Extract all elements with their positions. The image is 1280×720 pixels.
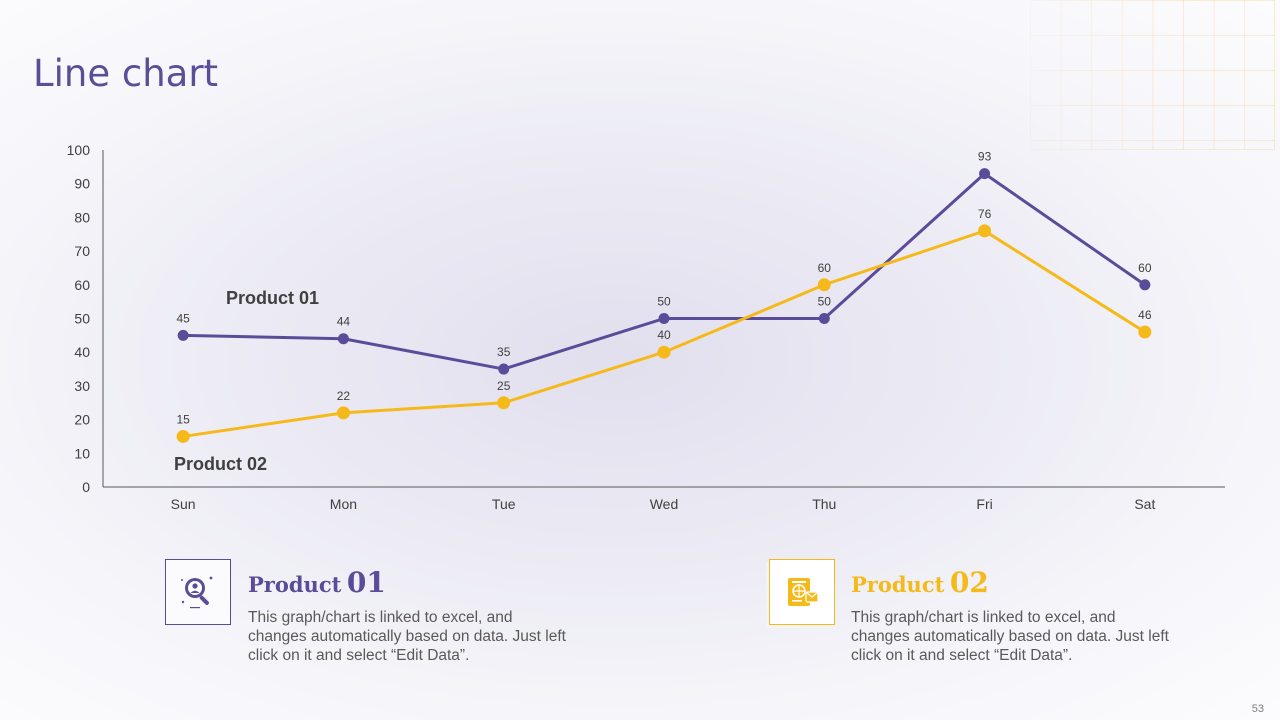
page-title: Line chart bbox=[33, 52, 219, 95]
data-point-product-02-fri bbox=[978, 224, 992, 238]
page-number: 53 bbox=[1251, 703, 1264, 715]
x-tick-label-sat: Sat bbox=[1134, 496, 1155, 512]
y-tick-label-20: 20 bbox=[74, 412, 90, 428]
data-point-product-02-thu bbox=[817, 278, 831, 292]
y-tick-label-70: 70 bbox=[74, 243, 90, 259]
y-tick-label-30: 30 bbox=[74, 378, 90, 394]
product-02-icon-box bbox=[769, 559, 835, 625]
search-user-icon bbox=[181, 576, 213, 609]
data-point-product-01-fri bbox=[979, 168, 991, 180]
data-label-product-01-thu: 50 bbox=[818, 295, 832, 309]
y-tick-label-80: 80 bbox=[74, 209, 90, 225]
data-label-product-01-wed: 50 bbox=[657, 295, 671, 309]
product-02-heading: Product 02 bbox=[851, 566, 989, 599]
data-label-product-02-sat: 46 bbox=[1138, 308, 1152, 322]
x-tick-label-sun: Sun bbox=[171, 496, 196, 512]
y-tick-label-0: 0 bbox=[82, 479, 90, 495]
data-label-product-02-mon: 22 bbox=[337, 389, 351, 403]
x-tick-label-tue: Tue bbox=[492, 496, 516, 512]
product-01-description: This graph/chart is linked to excel, and… bbox=[248, 609, 566, 664]
y-tick-label-90: 90 bbox=[74, 176, 90, 192]
data-point-product-02-sun bbox=[176, 429, 190, 443]
data-point-product-01-mon bbox=[337, 333, 349, 345]
data-point-product-02-wed bbox=[657, 345, 671, 359]
data-point-product-01-thu bbox=[818, 313, 830, 324]
x-tick-label-fri: Fri bbox=[976, 496, 992, 512]
line-chart[interactable]: 0 10 20 30 40 50 60 70 80 90 100 Sun Mon Tue Wed Thu Fri… bbox=[0, 0, 1280, 540]
data-point-product-01-tue bbox=[498, 363, 510, 375]
series-label-product-02: Product 02 bbox=[174, 454, 267, 474]
decorative-grid bbox=[1030, 0, 1275, 150]
data-label-product-02-fri: 76 bbox=[978, 207, 992, 221]
data-label-product-01-fri: 93 bbox=[978, 150, 992, 164]
product-01-heading: Product 01 bbox=[248, 566, 386, 599]
data-label-product-02-thu: 60 bbox=[818, 261, 832, 275]
data-label-product-01-sat: 60 bbox=[1138, 261, 1152, 275]
data-label-product-01-mon: 44 bbox=[337, 315, 351, 329]
data-point-product-01-wed bbox=[658, 313, 670, 324]
x-tick-label-mon: Mon bbox=[330, 496, 357, 512]
data-point-product-02-mon bbox=[336, 406, 350, 420]
data-label-product-02-wed: 40 bbox=[657, 328, 671, 342]
data-point-product-02-tue bbox=[497, 396, 511, 410]
data-point-product-01-sat bbox=[1139, 279, 1151, 291]
data-point-product-02-sat bbox=[1138, 325, 1152, 339]
data-label-product-01-tue: 35 bbox=[497, 345, 511, 359]
data-label-product-01-sun: 45 bbox=[176, 311, 190, 325]
product-01-icon-box bbox=[165, 559, 231, 625]
y-tick-label-40: 40 bbox=[74, 344, 90, 360]
x-tick-label-thu: Thu bbox=[812, 496, 836, 512]
data-label-product-02-sun: 15 bbox=[176, 412, 190, 426]
data-point-product-01-sun bbox=[177, 329, 189, 341]
series-label-product-01: Product 01 bbox=[226, 288, 319, 308]
y-tick-label-50: 50 bbox=[74, 311, 90, 327]
passport-document-icon bbox=[788, 578, 819, 606]
y-tick-label-60: 60 bbox=[74, 277, 90, 293]
data-label-product-02-tue: 25 bbox=[497, 379, 511, 393]
y-tick-label-100: 100 bbox=[67, 142, 91, 158]
y-tick-label-10: 10 bbox=[74, 445, 90, 461]
product-02-description: This graph/chart is linked to excel, and… bbox=[851, 609, 1169, 664]
x-tick-label-wed: Wed bbox=[650, 496, 679, 512]
